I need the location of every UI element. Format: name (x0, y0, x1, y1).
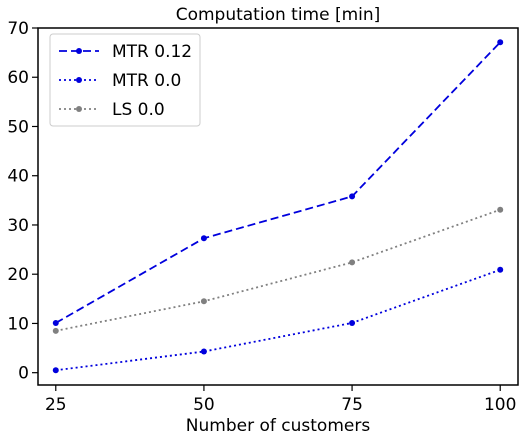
x-tick-label: 75 (341, 395, 363, 415)
plot-frame (37, 27, 519, 386)
y-tick-label: 20 (7, 265, 29, 285)
data-point (497, 39, 504, 46)
y-tick-label: 30 (7, 216, 29, 236)
data-point (200, 298, 207, 305)
data-point (52, 367, 59, 374)
legend-marker (76, 48, 82, 54)
legend (49, 33, 201, 127)
data-point (349, 319, 356, 326)
data-point (497, 266, 504, 273)
y-tick-label: 0 (18, 364, 29, 384)
plot-area: 25 50 75 100 0 10 20 30 40 50 60 70 MTR 0.12 MTR 0.0 L… (7, 19, 519, 415)
y-tick-label: 60 (7, 68, 29, 88)
x-tick-label: 25 (45, 395, 67, 415)
series-line (55, 208, 501, 332)
legend-marker (76, 77, 82, 83)
legend-marker (76, 106, 82, 112)
data-point (349, 193, 356, 200)
y-tick-label: 70 (7, 19, 29, 39)
x-tick-label: 100 (484, 395, 516, 415)
y-tick-label: 50 (7, 117, 29, 137)
chart-title: Computation time [min] (176, 5, 381, 25)
x-tick-label: 50 (193, 395, 215, 415)
legend-label: MTR 0.0 (112, 71, 181, 91)
data-point (497, 206, 504, 213)
y-tick-label: 40 (7, 167, 29, 187)
data-point (200, 235, 207, 242)
legend-label: MTR 0.12 (112, 42, 192, 62)
data-point (200, 348, 207, 355)
data-point (52, 319, 59, 326)
data-point (52, 327, 59, 334)
series-line (55, 41, 501, 324)
x-axis-label: Number of customers (186, 416, 371, 436)
data-point (349, 259, 356, 266)
legend-label: LS 0.0 (112, 100, 165, 120)
y-tick-label: 10 (7, 314, 29, 334)
